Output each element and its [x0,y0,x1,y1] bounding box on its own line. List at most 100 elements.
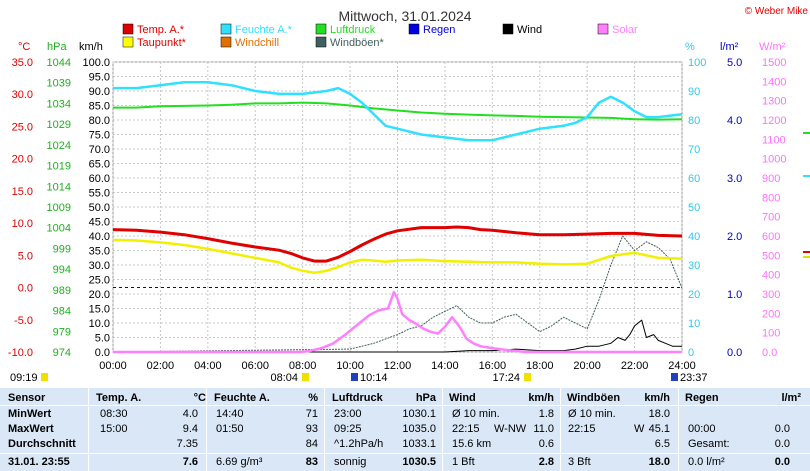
axis-tick-label: 80.0 [89,115,110,127]
axis-tick-label: 5.0 [95,333,110,345]
table-cell: 15:00 [100,423,128,435]
table-cell: 1.8 [538,408,554,420]
legend-label: Taupunkt* [137,37,187,49]
legend-swatch [315,36,327,48]
x-tick-label: 20:00 [573,360,601,372]
solar-unit-label: W/m² [759,41,786,53]
table-header-cell: Feuchte A. [214,392,270,404]
legend-label: Wind [517,24,542,36]
moon-icon [671,373,678,381]
x-tick-label: 04:00 [194,360,222,372]
table-header-cell: l/m² [781,392,801,404]
axis-tick-label: 989 [53,285,71,297]
table-column-divider [206,388,207,471]
legend-swatch [122,23,134,35]
table-cell: 15.6 km [452,438,492,450]
axis-tick-label: 100.0 [82,57,110,69]
legend-swatch [597,23,609,35]
table-header-cell: Windböen [567,392,621,404]
axis-tick-label: 25.0 [89,275,110,287]
table-cell: 0.0 [774,456,790,468]
wind-unit-label: km/h [79,41,103,53]
table-column-divider [442,388,443,471]
table-cell: 00:00 [688,423,716,435]
table-cell: 1033.1 [402,438,436,450]
axis-tick-label: 100 [688,57,706,69]
legend-swatch [502,23,514,35]
axis-tick-label: 0.0 [762,347,777,359]
legend-label: Temp. A.* [137,24,185,36]
sunrise-icon [302,373,309,381]
axis-tick-label: 974 [53,347,71,359]
axis-tick-label: -10.0 [8,347,33,359]
axis-tick-label: 1200 [762,115,786,127]
axis-tick-label: 10.0 [89,318,110,330]
table-cell: 22:15 [568,423,596,435]
table-header-cell: % [308,392,318,404]
axis-tick-label: 40 [688,231,700,243]
legend-swatch [315,23,327,35]
axis-tick-label: 600 [762,231,780,243]
x-tick-label: 22:00 [621,360,649,372]
axis-tick-label: 1019 [47,161,71,173]
axis-tick-label: 900 [762,173,780,185]
table-column-divider [88,388,89,471]
humidity-unit-label: % [685,41,695,53]
series-line-feuchtea [113,81,683,142]
legend-label: Windböen* [330,37,385,49]
sun-marker-left: 09:19 [10,372,38,384]
table-column-divider [560,388,561,471]
legend-swatch [408,23,420,35]
axis-tick-label: 70 [688,144,700,156]
legend-swatch [122,36,134,48]
chart-series [112,81,683,354]
table-cell: 1030.5 [402,456,436,468]
table-cell: 11.0 [533,423,554,435]
axis-tick-label: 300 [762,289,780,301]
axis-tick-label: 45.0 [89,217,110,229]
axis-tick-label: 0.0 [18,283,33,295]
statistics-table: Sensor Temp. A. °C Feuchte A.% Luftdruck hPa W… [0,388,810,471]
axis-tick-label: 60.0 [89,173,110,185]
axis-tick-label: 50.0 [89,202,110,214]
chart-axes: 35.0 30.0 25.0 20.0 15.0 10.0 5.0 0.0 -5.0 -10.0 1… [8,41,810,384]
rain-unit-label: l/m² [720,41,739,53]
table-cell: 3 Bft [568,456,591,468]
axis-tick-label: 25.0 [12,121,33,133]
axis-tick-label: 70.0 [89,144,110,156]
axis-tick-label: 0.0 [727,347,742,359]
table-cell: 1030.1 [402,408,436,420]
table-cell: 93 [305,423,318,435]
axis-tick-label: 1500 [762,57,786,69]
solar-noon-icon [351,373,358,381]
axis-tick-label: 0.0 [95,347,110,359]
table-cell: Ø 10 min. [452,408,500,420]
sun-marker-right: 23:37 [680,372,708,384]
table-header-cell: Luftdruck [332,392,383,404]
table-cell: 4.0 [182,408,198,420]
axis-tick-label: 999 [53,243,71,255]
axis-tick-label: 994 [53,264,71,276]
table-footer-divider [0,453,810,454]
table-cell: 0.6 [538,438,554,450]
axis-tick-label: 10 [688,318,700,330]
axis-tick-label: 1100 [762,134,786,146]
table-cell: 6.69 g/m³ [216,456,263,468]
table-header-cell: Wind [449,392,476,404]
axis-tick-label: 1000 [762,154,786,166]
table-cell: 7.6 [182,456,198,468]
table-cell: Gesamt: [688,438,730,450]
x-tick-label: 02:00 [147,360,175,372]
axis-tick-label: 90 [688,86,700,98]
axis-tick-label: 30 [688,260,700,272]
x-tick-label: 16:00 [479,360,507,372]
legend-label: Windchill [235,37,279,49]
axis-tick-label: 984 [53,306,71,318]
table-column-divider [678,388,679,471]
axis-tick-label: 1034 [47,98,71,110]
chart-legend: Temp. A.* Feuchte A.* Luftdruck Regen Wind So… [122,23,638,49]
table-header-cell: hPa [415,392,436,404]
sunset-label: 17:24 [492,372,520,384]
axis-tick-label: 1009 [47,202,71,214]
copyright-label: © Weber Mike [745,6,809,17]
